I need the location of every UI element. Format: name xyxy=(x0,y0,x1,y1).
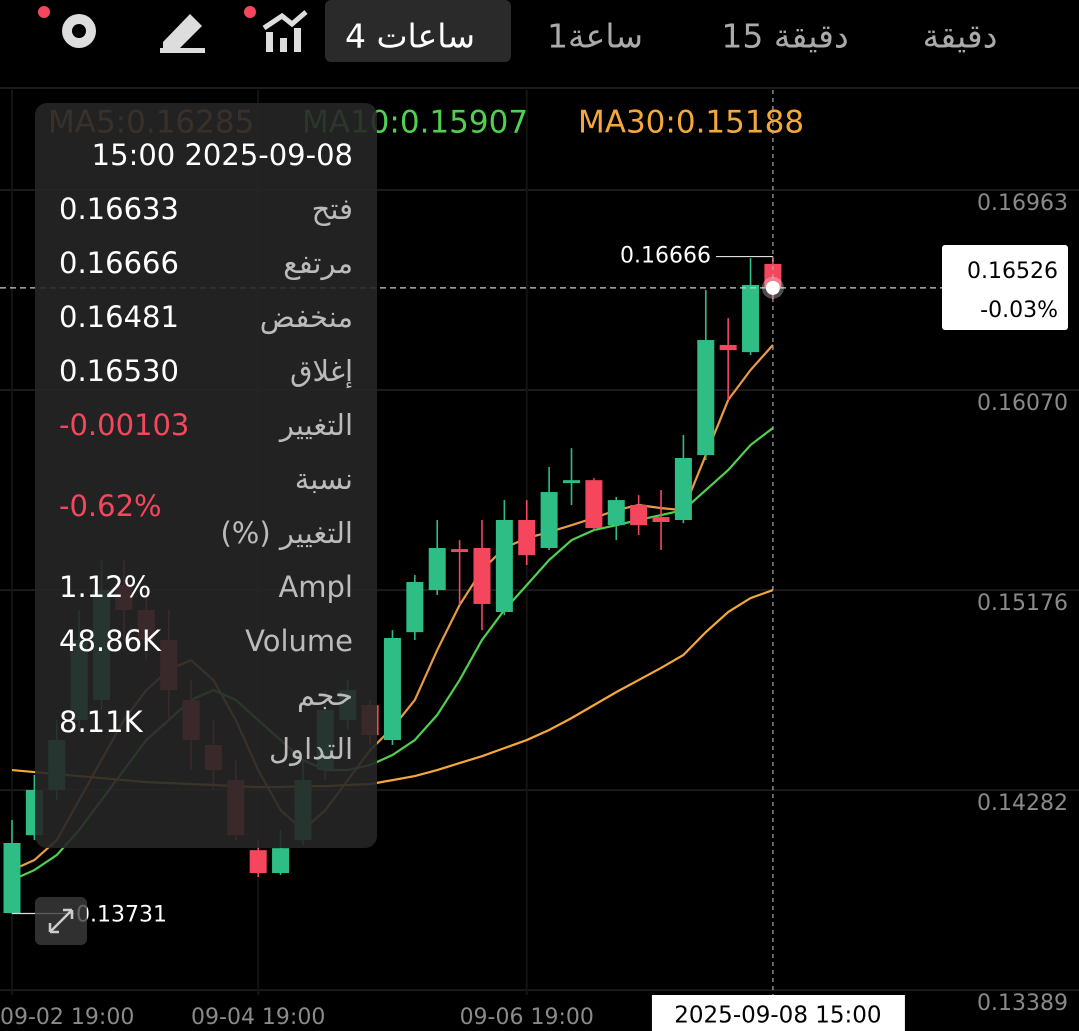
candle-body xyxy=(3,843,21,914)
tooltip-row: -0.62% نسبة التغيير (%) xyxy=(59,452,353,560)
active-tab-bg xyxy=(325,0,511,62)
draw-icon[interactable] xyxy=(160,14,205,53)
tooltip-value: 0.16633 xyxy=(59,192,179,226)
tooltip-value: 48.86K xyxy=(59,624,162,658)
tooltip-value: 1.12% xyxy=(59,570,152,604)
crosshair-dot xyxy=(765,280,780,295)
y-tick-label: 0.16963 xyxy=(977,191,1068,216)
x-tick-label: 09-02 19:00 xyxy=(0,1005,134,1030)
expand-icon xyxy=(48,908,74,934)
candle-body xyxy=(607,500,625,526)
settings-icon[interactable] xyxy=(62,14,96,48)
candle-body xyxy=(719,344,737,351)
tab[interactable]: دقيقة xyxy=(923,17,998,56)
candle-body xyxy=(540,492,558,548)
candle-body xyxy=(697,340,715,456)
candle-body xyxy=(249,850,267,874)
price-box-change: -0.03% xyxy=(980,298,1058,323)
tooltip-value: 8.11K xyxy=(59,705,143,739)
tooltip-label: فتح xyxy=(311,192,353,226)
candle-body xyxy=(383,637,401,741)
candle-body xyxy=(272,848,290,874)
candle-body xyxy=(742,284,760,353)
tooltip-value: 0.16666 xyxy=(59,246,179,280)
candle-body xyxy=(630,505,648,526)
x-tick-label: 09-06 19:00 xyxy=(460,1005,594,1030)
tooltip-panel: 15:00 2025-09-08 0.16633 فتح 0.16666 مرتفع 0… xyxy=(35,103,377,848)
crosshair-label-bg xyxy=(651,995,905,1031)
tooltip-row: 8.11K حجم التداول xyxy=(59,668,353,776)
price-box-value: 0.16526 xyxy=(967,259,1058,284)
tooltip-label: حجم التداول xyxy=(269,678,353,766)
notification-dot xyxy=(38,6,50,18)
expand-button[interactable] xyxy=(35,897,87,945)
price-box xyxy=(942,245,1068,330)
y-tick-label: 0.15176 xyxy=(977,591,1068,616)
tooltip-label: Volume xyxy=(245,624,353,658)
candle-body xyxy=(518,520,536,556)
tooltip-label: إغلاق xyxy=(289,354,353,388)
candle-body xyxy=(473,547,491,604)
tooltip-label: التغيير xyxy=(279,408,353,442)
crosshair-label: 2025-09-08 15:00 xyxy=(674,1003,881,1029)
y-tick-label: 0.13389 xyxy=(977,991,1068,1016)
candle-body xyxy=(406,582,424,633)
candle-body xyxy=(428,547,446,591)
tooltip-value: -0.00103 xyxy=(59,408,190,442)
candle-body xyxy=(451,549,469,553)
tab-active[interactable]: 4 ساعات xyxy=(345,17,475,56)
candle-body xyxy=(585,480,603,529)
tab[interactable]: 1ساعة xyxy=(547,17,643,56)
tooltip-label: مرتفع xyxy=(283,246,353,280)
tooltip-value: 0.16530 xyxy=(59,354,179,388)
tooltip-label: منخفض xyxy=(259,300,353,334)
candle-body xyxy=(495,520,513,613)
tooltip-label: Ampl xyxy=(278,570,353,604)
low-marker-label: 0.13731 xyxy=(76,903,167,928)
high-marker-label: 0.16666 xyxy=(620,244,711,269)
y-tick-label: 0.14282 xyxy=(977,791,1068,816)
x-tick-label: 09-04 19:00 xyxy=(191,1005,325,1030)
tooltip-row: 0.16633 فتح xyxy=(59,182,353,236)
tooltip-row: 0.16481 منخفض xyxy=(59,290,353,344)
tooltip-row: 0.16530 إغلاق xyxy=(59,344,353,398)
tooltip-label: نسبة التغيير (%) xyxy=(220,462,353,550)
tooltip-row: 0.16666 مرتفع xyxy=(59,236,353,290)
notification-dot xyxy=(244,6,256,18)
ma-legend: MA30:0.15188 xyxy=(578,105,804,141)
y-tick-label: 0.16070 xyxy=(977,391,1068,416)
tooltip-row: -0.00103 التغيير xyxy=(59,398,353,452)
tooltip-value: 0.16481 xyxy=(59,300,179,334)
indicator-icon[interactable] xyxy=(262,10,308,52)
candle-body xyxy=(674,457,692,521)
tab[interactable]: 15 دقيقة xyxy=(721,17,848,56)
tooltip-row: 1.12% Ampl xyxy=(59,560,353,614)
candle-body xyxy=(563,480,580,484)
candle-body xyxy=(652,517,670,523)
tooltip-row: 48.86K Volume xyxy=(59,614,353,668)
tooltip-value: -0.62% xyxy=(59,489,162,523)
tooltip-date: 15:00 2025-09-08 xyxy=(91,138,353,172)
